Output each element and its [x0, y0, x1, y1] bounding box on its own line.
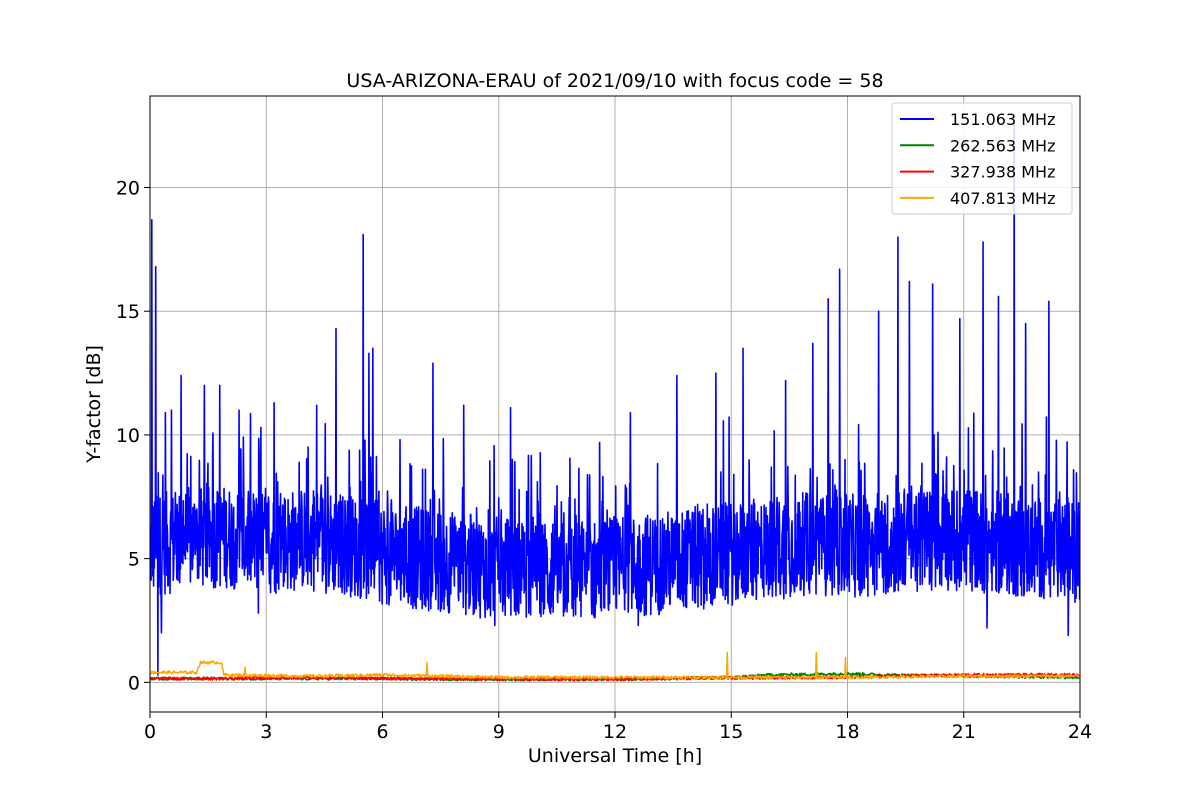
y-tick-label: 20: [116, 178, 140, 200]
legend-box: [891, 102, 1073, 215]
x-tick-label: 6: [376, 721, 388, 743]
ticks-layer: 0 3 6 9 12 15 18 21 24 0 5 10 15 20: [116, 178, 1092, 743]
x-tick-label: 24: [1068, 721, 1092, 743]
y-tick-label: 0: [128, 672, 140, 694]
x-tick-label: 12: [603, 721, 627, 743]
y-tick-label: 15: [116, 301, 140, 323]
legend-label: 327.938 MHz: [950, 163, 1055, 182]
legend: 151.063 MHz 262.563 MHz 327.938 MHz 407.813…: [891, 102, 1073, 215]
legend-label: 407.813 MHz: [950, 189, 1055, 208]
chart-title: USA-ARIZONA-ERAU of 2021/09/10 with focu…: [346, 70, 883, 92]
legend-label: 151.063 MHz: [950, 110, 1055, 129]
x-tick-label: 18: [835, 721, 859, 743]
x-tick-label: 9: [493, 721, 505, 743]
x-tick-label: 3: [260, 721, 272, 743]
y-tick-label: 5: [128, 549, 140, 571]
x-tick-label: 15: [719, 721, 743, 743]
y-axis-label: Y-factor [dB]: [83, 345, 105, 464]
legend-label: 262.563 MHz: [950, 136, 1055, 155]
series-layer: [150, 114, 1080, 682]
x-tick-label: 21: [952, 721, 976, 743]
x-tick-label: 0: [144, 721, 156, 743]
x-axis-label: Universal Time [h]: [528, 745, 702, 767]
y-tick-label: 10: [116, 425, 140, 447]
series-line: [150, 651, 1080, 680]
series-line: [150, 114, 1080, 676]
